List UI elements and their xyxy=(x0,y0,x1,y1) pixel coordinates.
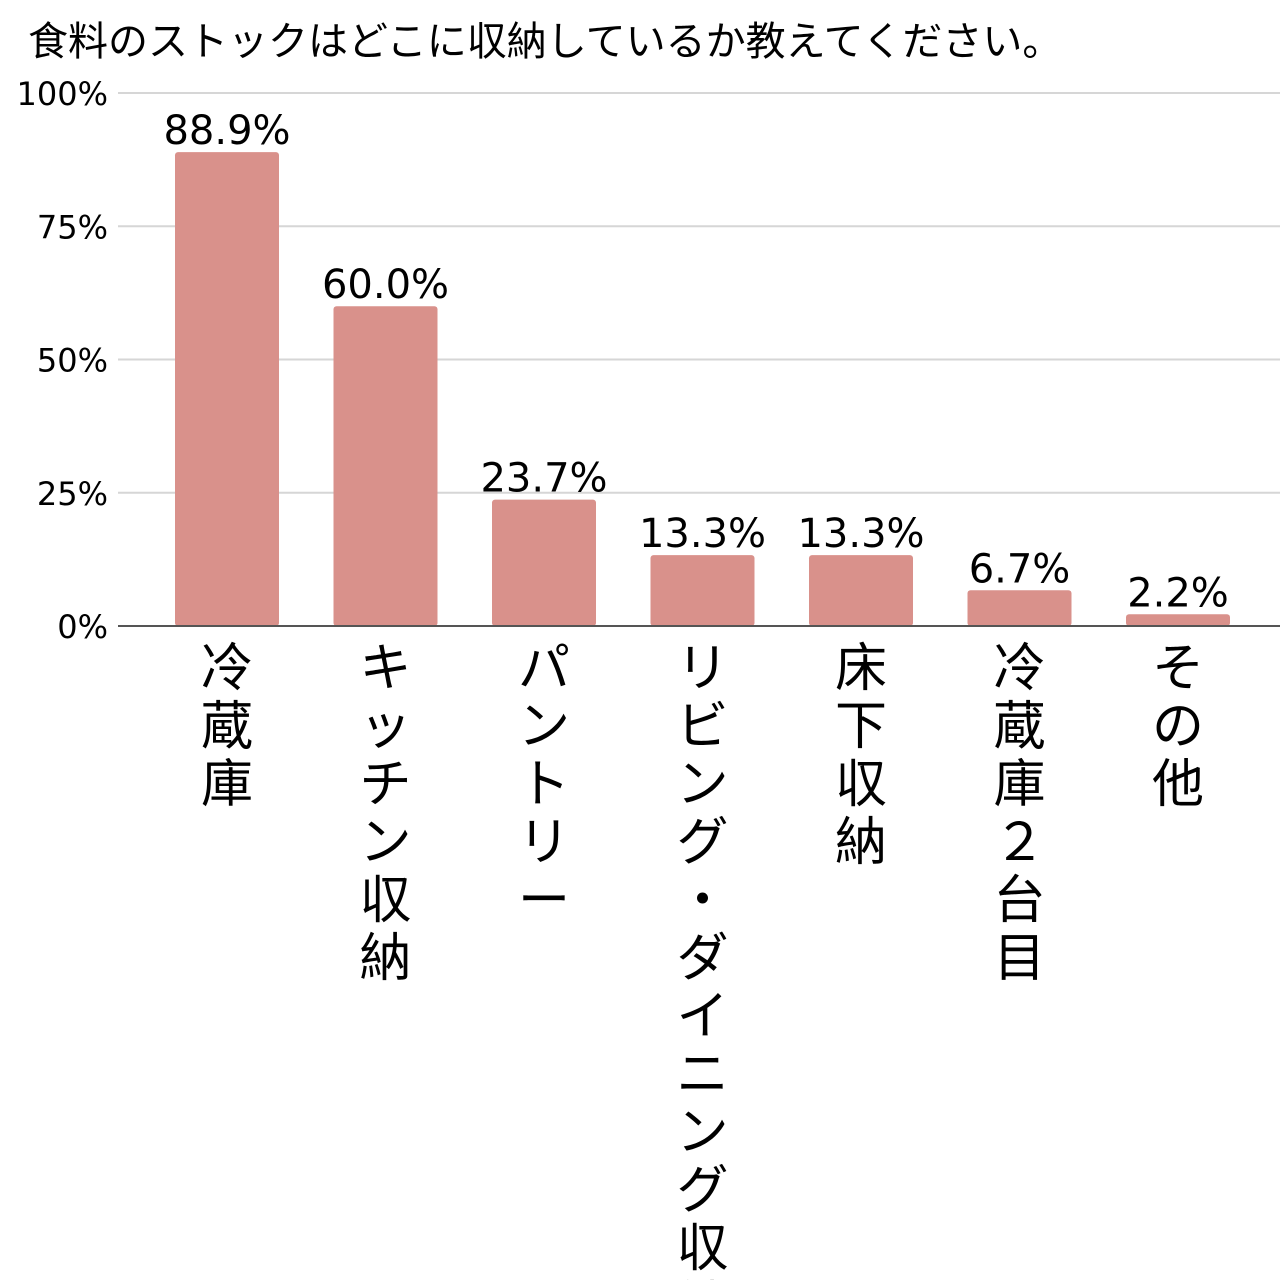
bar xyxy=(650,555,755,626)
y-tick-label: 75% xyxy=(37,208,108,246)
bar xyxy=(809,555,913,626)
x-category-label: キッチン収納 xyxy=(359,639,411,989)
value-label: 23.7% xyxy=(480,456,607,502)
x-category-label: リビング・ダイニング収納 xyxy=(676,639,728,1280)
x-category-label: その他 xyxy=(1152,639,1204,815)
bar xyxy=(333,306,438,626)
chart-title: 食料のストックはどこに収納しているか教えてください。 xyxy=(28,19,1063,65)
bars xyxy=(175,152,1230,626)
value-label: 60.0% xyxy=(322,262,449,308)
bar xyxy=(967,590,1072,626)
x-category-label: 冷蔵庫 xyxy=(201,639,253,815)
bar xyxy=(175,152,279,626)
y-tick-label: 100% xyxy=(17,75,108,113)
value-label: 13.3% xyxy=(797,511,924,557)
x-category-label: 冷蔵庫２台目 xyxy=(993,639,1045,989)
y-tick-label: 50% xyxy=(37,342,108,380)
gridlines xyxy=(118,92,1280,494)
value-label: 6.7% xyxy=(969,546,1071,592)
bar xyxy=(1126,614,1230,626)
x-axis-labels: 冷蔵庫 キッチン収納 パントリー リビング・ダイニング収納 床下収納 冷蔵庫２台目 その他 xyxy=(201,639,1204,1280)
value-label: 13.3% xyxy=(639,511,766,557)
bar xyxy=(492,499,596,626)
x-category-label: 床下収納 xyxy=(835,639,887,873)
value-labels: 88.9% 60.0% 23.7% 13.3% 13.3% 6.7% 2.2% xyxy=(163,108,1228,616)
y-tick-label: 25% xyxy=(37,475,108,513)
y-tick-label: 0% xyxy=(57,608,108,646)
value-label: 88.9% xyxy=(163,108,290,154)
x-category-label: パントリー xyxy=(518,639,570,931)
value-label: 2.2% xyxy=(1127,570,1229,616)
y-axis-ticks: 0% 25% 50% 75% 100% xyxy=(17,75,108,646)
